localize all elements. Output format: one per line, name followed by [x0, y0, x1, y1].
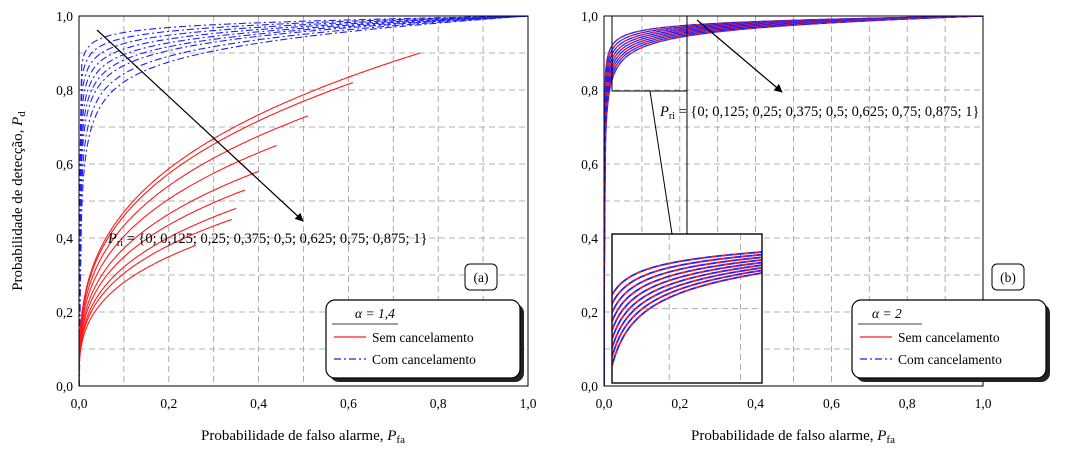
- y-tick-label-b: 0,8: [581, 83, 598, 98]
- x-tick-label-b: 0,0: [596, 396, 613, 411]
- plot-frame-a: [78, 15, 529, 387]
- inset-series-sem-6: [612, 267, 762, 349]
- series-com-a-7: [79, 16, 528, 386]
- x-tick-label-a: 0,6: [340, 396, 357, 411]
- legend-a: α = 1,4 Sem cancelamento Com cancelament…: [325, 299, 524, 382]
- y-tick-label-a: 0,6: [56, 157, 73, 172]
- series-com-a-4: [79, 16, 528, 386]
- y-tick-label-a: 0,2: [56, 305, 73, 320]
- chart-panel-b: 0,0 0,2 0,4 0,6 0,8 1,0 0,0 0,2 0,4 0,6 0,8 1,0 Pr…: [581, 9, 1050, 446]
- inset-series-sem-3: [612, 259, 762, 322]
- y-tick-label-a: 0,4: [56, 231, 73, 246]
- y-axis-label: Probabilidade de detecção, Pd: [10, 111, 28, 291]
- x-tick-label-b: 0,2: [671, 396, 688, 411]
- annotation-arrow-a: [96, 29, 304, 222]
- chart-panel-a: 0,0 0,2 0,4 0,6 0,8 1,0 0,0 0,2 0,4 0,6 0,8 1,0 Pr…: [10, 9, 537, 446]
- legend-title-b: α = 2: [872, 306, 902, 321]
- series-sem-a-1: [79, 82, 354, 386]
- annotation-label-a: Pri = {0; 0,125; 0,25; 0,375; 0,5; 0,625…: [107, 231, 427, 249]
- series-group-a: [79, 16, 528, 386]
- series-com-a-0: [79, 16, 528, 386]
- zoom-inset: [611, 233, 763, 384]
- series-com-a-8: [79, 16, 528, 386]
- zoom-region-box: [611, 15, 688, 92]
- x-ticks-b: 0,0 0,2 0,4 0,6 0,8 1,0: [596, 396, 992, 411]
- y-ticks-b: 0,0 0,2 0,4 0,6 0,8 1,0: [581, 9, 598, 394]
- panel-tag-b: (b): [991, 263, 1025, 291]
- series-com-a-1: [79, 16, 528, 386]
- y-tick-label-b: 0,2: [581, 305, 598, 320]
- grid-a: [79, 16, 528, 386]
- inset-series-sem-1: [612, 253, 762, 305]
- y-tick-label-b: 1,0: [581, 9, 598, 24]
- legend-title-a: α = 1,4: [355, 306, 395, 321]
- legend-label-sem-a: Sem cancelamento: [372, 330, 474, 345]
- series-sem-a-5: [79, 189, 246, 386]
- x-tick-label-b: 0,6: [823, 396, 840, 411]
- series-com-a-6: [79, 16, 528, 386]
- inset-series-sem-5: [612, 264, 762, 340]
- y-tick-label-b: 0,6: [581, 157, 598, 172]
- x-tick-label-a: 0,2: [160, 396, 177, 411]
- x-axis-label-a: Probabilidade de falso alarme, Pfa: [201, 428, 405, 446]
- zoom-connector-1: [649, 90, 673, 235]
- plot-frame-b: [603, 15, 984, 387]
- y-ticks-a: 0,0 0,2 0,4 0,6 0,8 1,0: [56, 9, 73, 394]
- x-tick-label-a: 0,0: [71, 396, 88, 411]
- annotation-arrow-b: [696, 19, 783, 93]
- legend-label-com-b: Com cancelamento: [898, 352, 1002, 367]
- series-com-a-3: [79, 16, 528, 386]
- inset-series-sem-2: [612, 256, 762, 314]
- inset-series-group: [612, 251, 762, 367]
- x-ticks-a: 0,0 0,2 0,4 0,6 0,8 1,0: [71, 396, 537, 411]
- annotation-label-b: Pri = {0; 0,125; 0,25; 0,375; 0,5; 0,625…: [659, 104, 979, 122]
- x-axis-label-b: Probabilidade de falso alarme, Pfa: [691, 428, 895, 446]
- x-tick-label-b: 0,4: [747, 396, 764, 411]
- series-com-a-2: [79, 16, 528, 386]
- series-sem-a-8: [79, 244, 196, 386]
- inset-series-com-4: [612, 261, 762, 331]
- x-tick-label-a: 0,8: [430, 396, 447, 411]
- inset-series-com-7: [612, 269, 762, 358]
- y-tick-label-b: 0,4: [581, 231, 598, 246]
- x-tick-label-a: 1,0: [520, 396, 537, 411]
- y-tick-label-a: 1,0: [56, 9, 73, 24]
- y-tick-label-a: 0,8: [56, 83, 73, 98]
- svg-text:(a): (a): [474, 270, 489, 285]
- series-sem-a-2: [79, 115, 309, 386]
- grid-b: [604, 16, 983, 386]
- series-sem-b-8: [604, 16, 983, 386]
- svg-text:(b): (b): [1000, 270, 1016, 285]
- series-sem-a-3: [79, 144, 277, 386]
- x-tick-label-b: 1,0: [975, 396, 992, 411]
- legend-label-com-a: Com cancelamento: [372, 352, 476, 367]
- y-tick-label-b: 0,0: [581, 379, 598, 394]
- x-tick-label-a: 0,4: [250, 396, 267, 411]
- legend-label-sem-b: Sem cancelamento: [898, 330, 1000, 345]
- series-com-a-5: [79, 16, 528, 386]
- legend-b: α = 2 Sem cancelamento Com cancelamento: [851, 299, 1050, 382]
- panel-tag-a: (a): [464, 263, 498, 291]
- y-tick-label-a: 0,0: [56, 379, 73, 394]
- x-tick-label-b: 0,8: [899, 396, 916, 411]
- inset-series-sem-0: [612, 251, 762, 296]
- inset-series-sem-8: [612, 272, 762, 367]
